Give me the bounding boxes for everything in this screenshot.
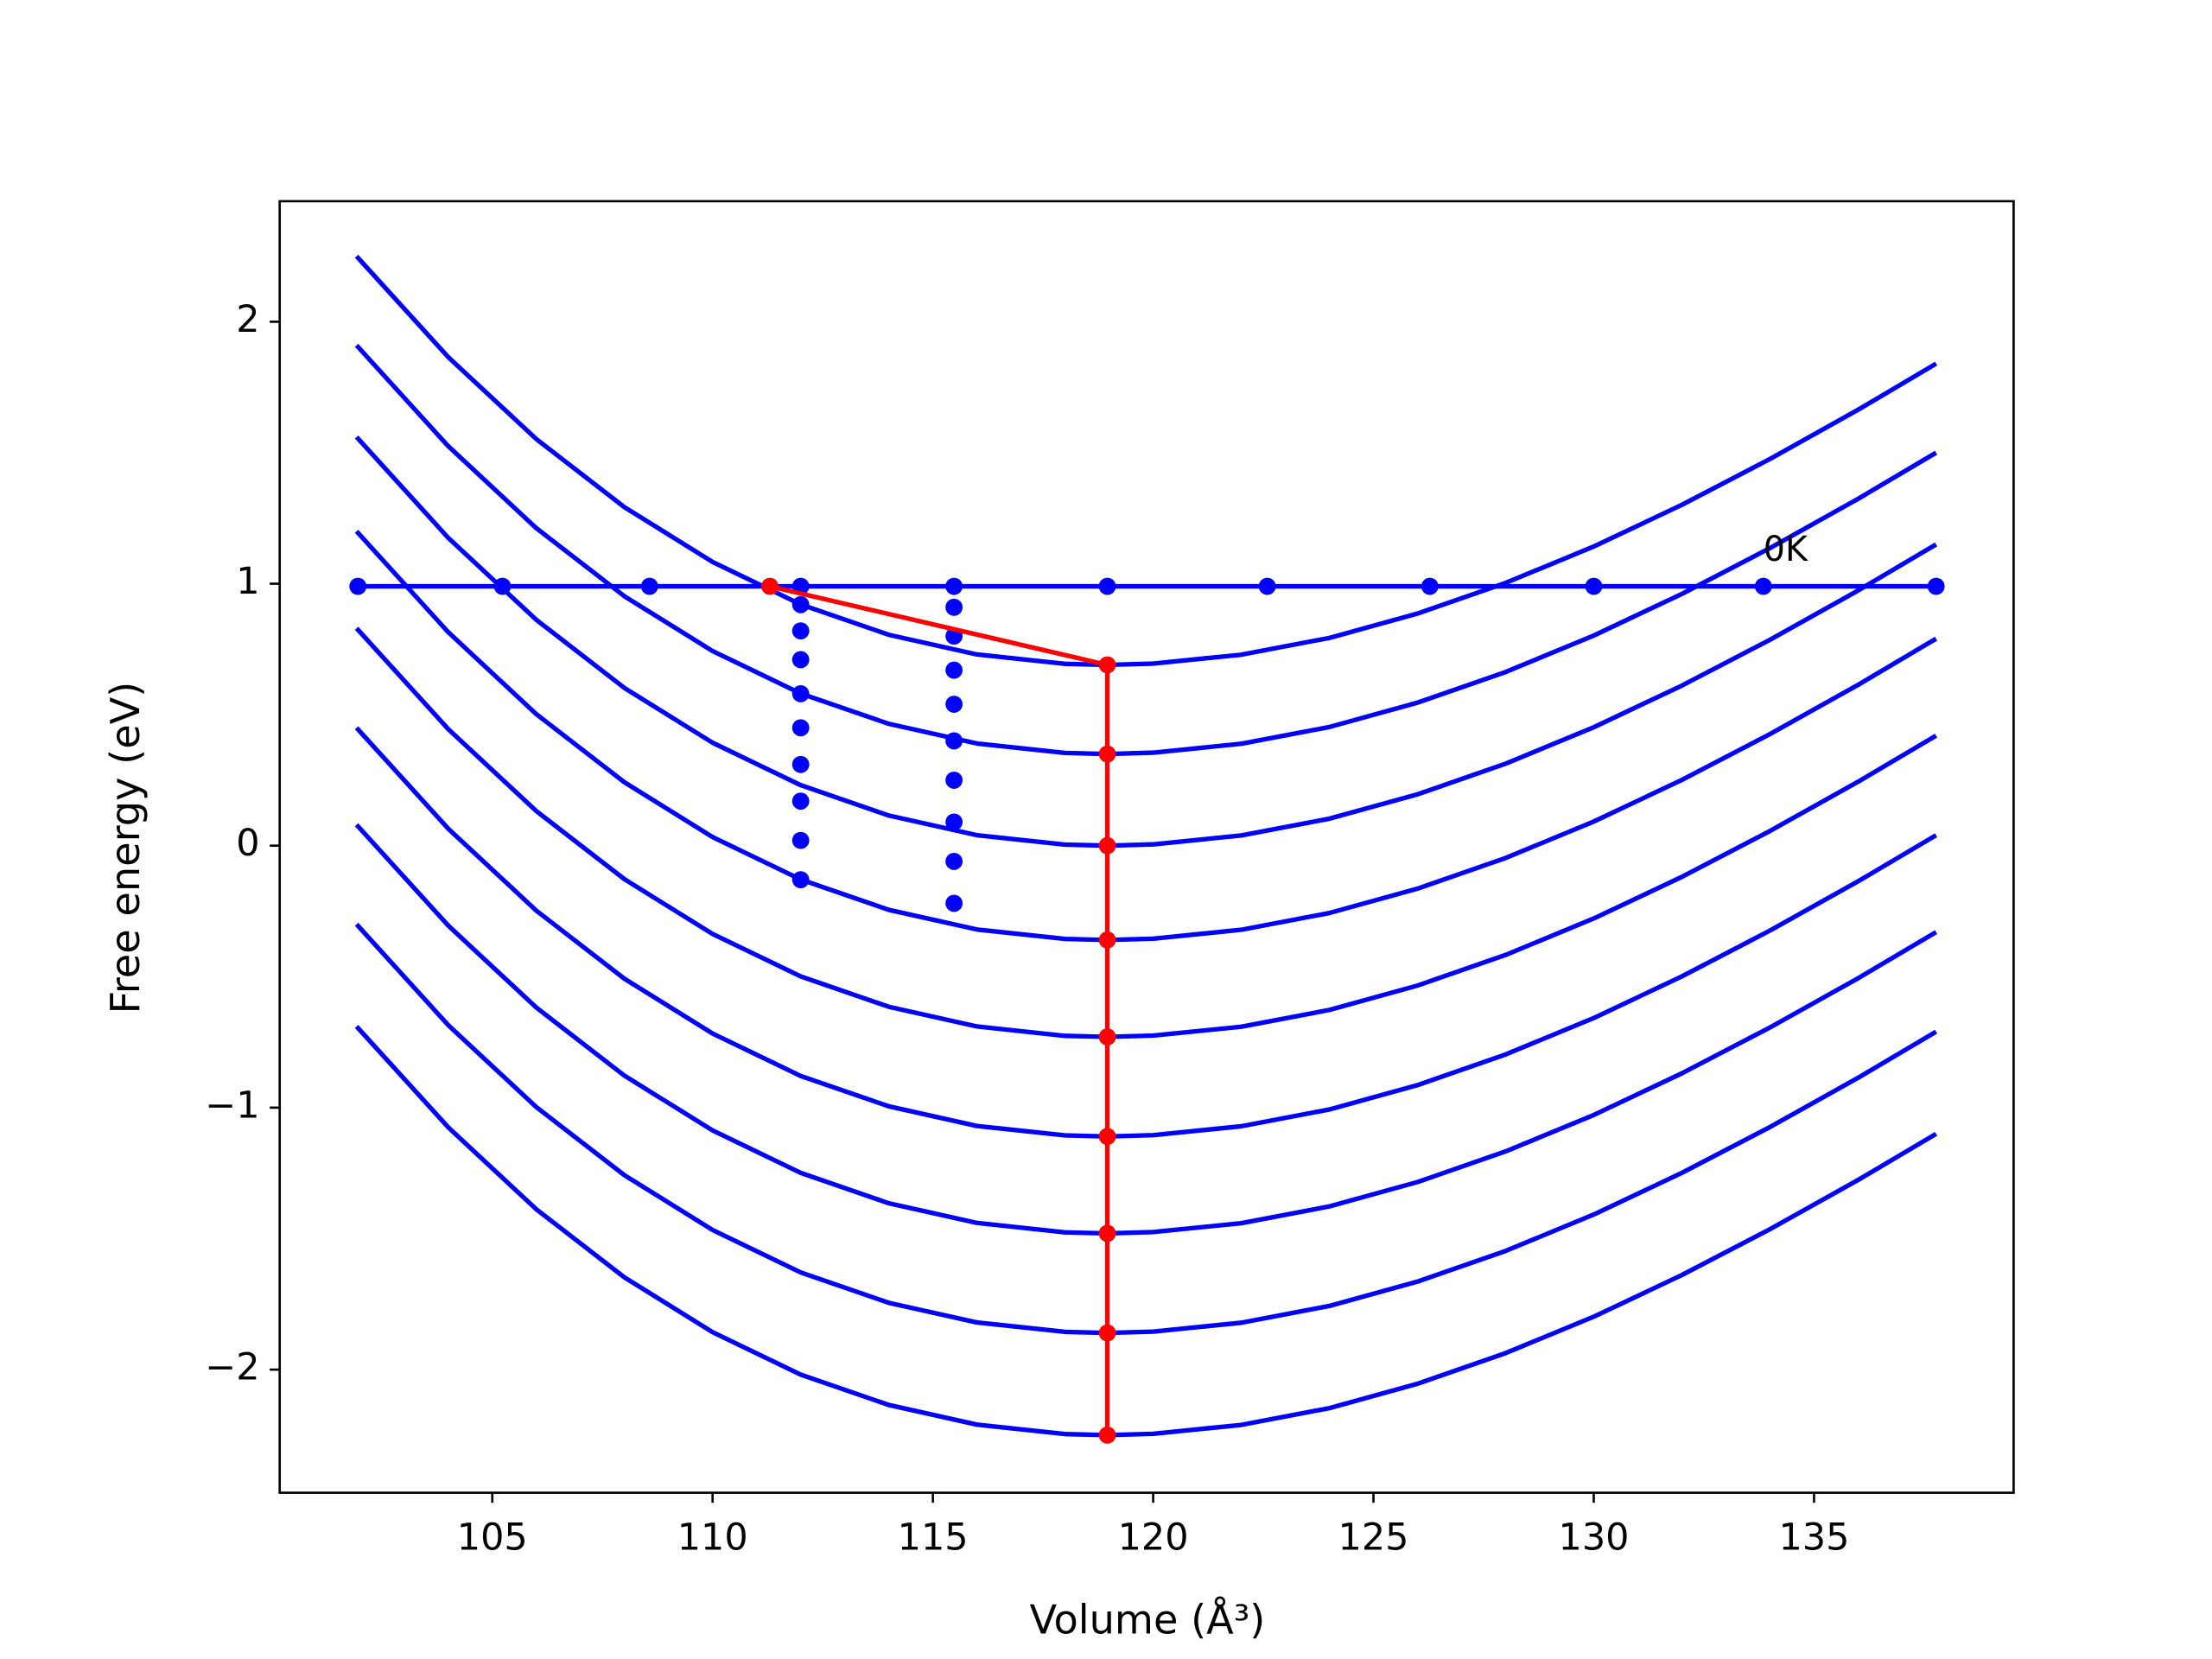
data-point [761,577,779,595]
series-line [354,626,1938,1039]
data-point [791,622,810,640]
annotation: 0K [1764,530,1808,569]
y-axis-label: Free energy (eV) [102,682,149,1014]
data-point [945,732,963,750]
x-tick-label: 115 [898,1516,969,1560]
data-point [791,651,810,669]
y-tick-label: 2 [236,298,259,341]
data-point [945,813,963,831]
data-point [1927,577,1945,595]
y-tick-label: −1 [205,1084,259,1127]
plot-area [349,254,1945,1444]
x-axis-label: Volume (Å³) [1029,1596,1265,1643]
series-line [354,922,1938,1336]
data-point [1754,577,1772,595]
data-point [945,696,963,713]
data-point [1421,577,1439,595]
data-point [1585,577,1603,595]
data-point [1098,1224,1116,1243]
data-point [945,661,963,679]
series-line [354,435,1938,849]
x-tick-label: 120 [1118,1516,1189,1560]
series-line [769,583,1110,1435]
data-point [1098,1128,1116,1146]
data-point [791,595,810,613]
data-point [945,577,963,595]
data-point [1098,656,1116,674]
data-point [640,577,658,595]
data-point [1098,577,1116,595]
series-line [354,1025,1938,1438]
x-tick-label: 135 [1778,1516,1849,1560]
x-tick-label: 125 [1338,1516,1409,1560]
series-line [354,726,1938,1139]
data-point [349,577,367,595]
x-tick-label: 110 [677,1516,748,1560]
series-line [354,530,1938,943]
data-point [1098,931,1116,949]
data-point [493,577,512,595]
y-tick-label: 0 [236,822,259,865]
x-tick-label: 130 [1559,1516,1630,1560]
data-point [1098,745,1116,763]
axes-frame [278,200,2015,1494]
data-point [791,871,810,889]
x-tick-label: 105 [457,1516,528,1560]
data-point [1258,577,1276,595]
data-point [1098,1028,1116,1046]
data-point [791,831,810,849]
data-point [945,894,963,912]
data-point [945,772,963,789]
y-tick-label: −2 [205,1346,259,1389]
series-line [354,343,1938,757]
data-point [1098,1426,1116,1444]
data-point [791,792,810,810]
data-point [1098,1324,1116,1342]
y-tick-label: 1 [236,560,259,603]
data-point [791,684,810,702]
data-point [1098,836,1116,855]
series-line [354,823,1938,1236]
data-point [791,719,810,737]
data-point [945,598,963,616]
data-point [945,852,963,870]
series-line [354,254,1938,668]
data-point [791,755,810,773]
